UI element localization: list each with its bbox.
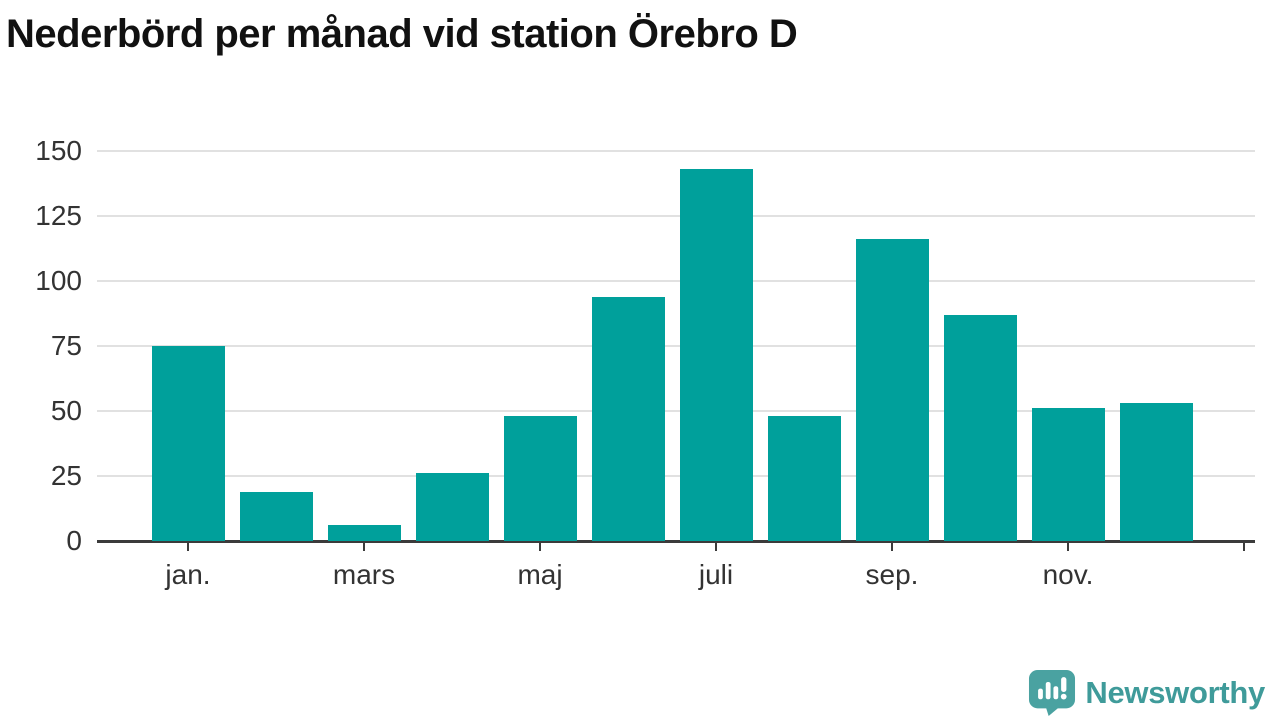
- gridline-y-100: [97, 280, 1255, 282]
- bar-aug.: [767, 416, 841, 541]
- x-axis-tick-label: nov.: [1042, 559, 1094, 590]
- x-axis-tick: [715, 542, 717, 551]
- y-axis-tick-label: 100: [35, 265, 82, 296]
- x-axis-tick-label: jan.: [165, 559, 211, 590]
- plot-area: 0 25 50 75 100 125 150 jan. mars maj juli sep. nov.: [35, 136, 1255, 590]
- newsworthy-logo-icon: [1029, 669, 1076, 716]
- bar-juli: [679, 169, 753, 541]
- bar-jan.: [151, 346, 225, 541]
- gridline-y-50: [97, 410, 1255, 412]
- logo-bubble-shape: [1029, 669, 1076, 716]
- gridline-y-75: [97, 345, 1255, 347]
- newsworthy-logo-text: Newsworthy: [1085, 674, 1265, 710]
- x-axis-tick: [1067, 542, 1069, 551]
- x-axis-tick: [1243, 542, 1245, 551]
- x-axis-tick: [539, 542, 541, 551]
- bar-feb.: [239, 491, 313, 541]
- bar-sep.: [855, 239, 929, 541]
- newsworthy-logo: Newsworthy: [1028, 669, 1265, 716]
- x-axis-tick-label: sep.: [865, 559, 919, 590]
- y-axis-tick-label: 0: [66, 525, 82, 556]
- y-axis-tick-label: 50: [50, 395, 82, 426]
- bar-maj: [503, 416, 577, 541]
- gridline-y-150: [97, 150, 1255, 152]
- y-axis-tick-label: 75: [50, 330, 82, 361]
- bar-juni: [591, 296, 665, 541]
- y-axis-tick-label: 25: [50, 460, 82, 491]
- bar-dec.: [1119, 403, 1193, 541]
- bar-nov.: [1031, 408, 1105, 541]
- gridline-y-125: [97, 215, 1255, 217]
- x-axis-tick-label: juli: [698, 559, 734, 590]
- x-axis-tick: [363, 542, 365, 551]
- y-axis-tick-label: 125: [35, 200, 82, 231]
- x-axis-tick: [187, 542, 189, 551]
- x-axis-tick-label: mars: [332, 559, 396, 590]
- x-axis-tick-label: maj: [517, 559, 563, 590]
- bar-mars: [327, 525, 401, 541]
- bar-apr.: [415, 473, 489, 541]
- gridline-y-25: [97, 475, 1255, 477]
- x-axis-tick: [891, 542, 893, 551]
- bar-okt.: [943, 314, 1017, 541]
- chart-title: Nederbörd per månad vid station Örebro D: [6, 12, 798, 56]
- y-axis-tick-label: 150: [35, 135, 82, 166]
- logo-bar-chart-glyph: [1038, 677, 1067, 700]
- x-axis-line: [97, 540, 1255, 543]
